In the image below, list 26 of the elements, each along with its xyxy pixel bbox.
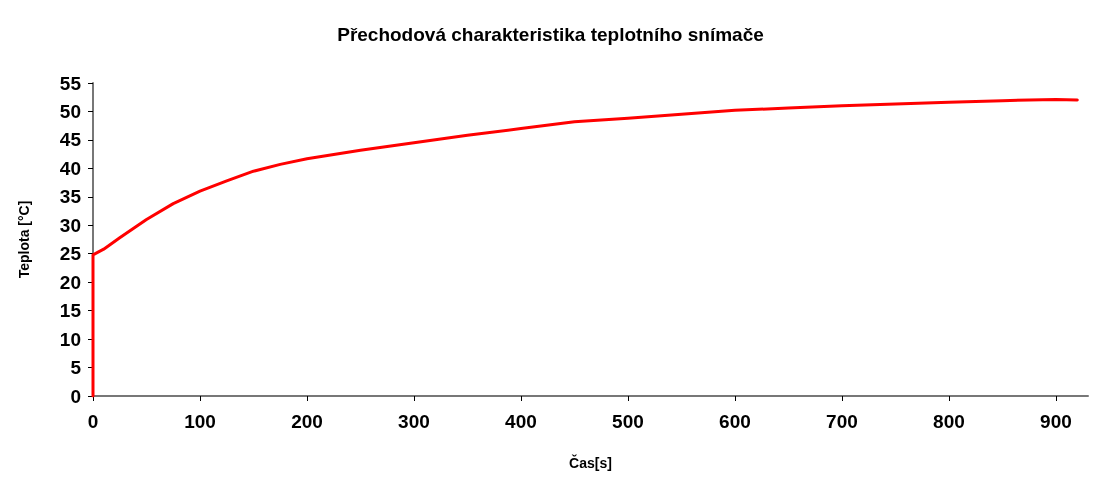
x-tick-label: 500 [612,411,644,432]
y-tick-label: 20 [59,271,81,293]
y-axis-title: Teplota [°C] [16,200,32,279]
x-axis-title: Čas[s] [569,454,612,471]
y-tick-label: 15 [59,300,82,322]
x-tick-label: 700 [826,411,858,432]
y-tick-label: 0 [70,385,81,407]
x-tick-label: 200 [291,411,323,432]
y-tick-label: 5 [70,357,82,379]
y-tick-label: 10 [59,328,81,350]
y-tick-label: 35 [59,186,82,208]
y-tick-label: 50 [59,100,81,122]
y-tick-label: 55 [59,72,82,94]
x-tick-label: 0 [87,411,99,432]
x-tick-label: 900 [1040,411,1072,432]
y-tick-label: 25 [59,243,82,265]
x-tick-label: 100 [184,411,216,432]
x-tick-label: 800 [933,411,965,432]
y-tick-label: 40 [59,157,81,179]
x-tick-label: 300 [398,411,430,432]
x-tick-label: 400 [505,411,537,432]
chart-title: Přechodová charakteristika teplotního snímače [337,24,764,45]
line-series [91,98,1079,398]
x-tick-label: 600 [719,411,751,432]
y-tick-label: 45 [59,129,82,151]
y-tick-label: 30 [59,214,81,236]
